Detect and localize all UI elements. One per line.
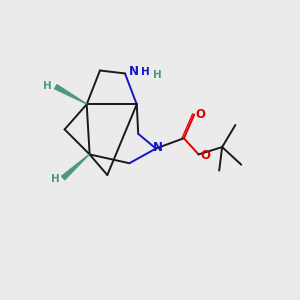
Text: H: H bbox=[43, 81, 52, 91]
Polygon shape bbox=[55, 85, 87, 104]
Text: O: O bbox=[200, 148, 210, 161]
Text: O: O bbox=[196, 108, 206, 121]
Text: N: N bbox=[153, 141, 163, 154]
Text: H: H bbox=[50, 174, 59, 184]
Text: N: N bbox=[128, 64, 139, 78]
Text: H: H bbox=[153, 70, 162, 80]
Polygon shape bbox=[61, 154, 89, 180]
Text: H: H bbox=[141, 67, 150, 77]
